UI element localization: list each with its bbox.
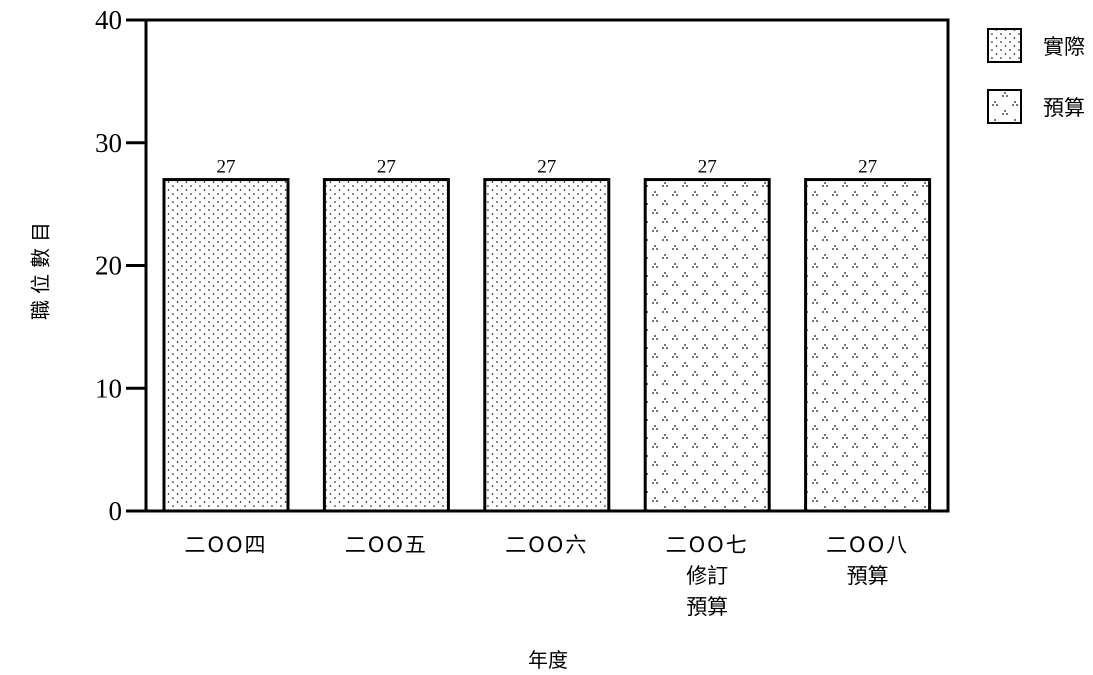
y-tick-label: 0 xyxy=(109,496,123,526)
legend: 實際 預算 xyxy=(987,28,1085,124)
category-label: 預算 xyxy=(686,595,728,619)
y-axis: 0 10 20 30 40 xyxy=(95,5,146,526)
category-label: 預算 xyxy=(847,564,889,588)
bar xyxy=(804,178,932,513)
category-label: 修訂 xyxy=(686,564,728,588)
bar xyxy=(643,178,771,513)
legend-label-budget: 預算 xyxy=(1043,96,1085,120)
y-tick-label: 20 xyxy=(95,251,122,281)
legend-swatch-actual xyxy=(987,28,1022,63)
y-tick-label: 30 xyxy=(95,128,122,158)
data-label: 27 xyxy=(698,157,717,178)
bar xyxy=(322,178,450,513)
category-label: 二OO七 xyxy=(666,533,749,557)
y-axis-title: 職位數目 xyxy=(29,216,53,320)
legend-label-actual: 實際 xyxy=(1043,35,1085,59)
bar xyxy=(483,178,611,513)
y-tick-label: 40 xyxy=(95,5,122,35)
category-label: 二OO五 xyxy=(345,533,428,557)
y-tick-label: 10 xyxy=(95,373,122,403)
data-label: 27 xyxy=(217,157,236,178)
data-label: 27 xyxy=(858,157,877,178)
data-label: 27 xyxy=(377,157,396,178)
legend-swatch-budget xyxy=(987,89,1022,124)
x-axis-title: 年度 xyxy=(528,648,568,672)
category-label: 二OO六 xyxy=(505,533,588,557)
category-label: 二OO八 xyxy=(826,533,909,557)
bar xyxy=(162,178,290,513)
bars: 27 27 27 27 27 xyxy=(162,157,932,513)
data-label: 27 xyxy=(537,157,556,178)
category-label: 二OO四 xyxy=(184,533,267,557)
